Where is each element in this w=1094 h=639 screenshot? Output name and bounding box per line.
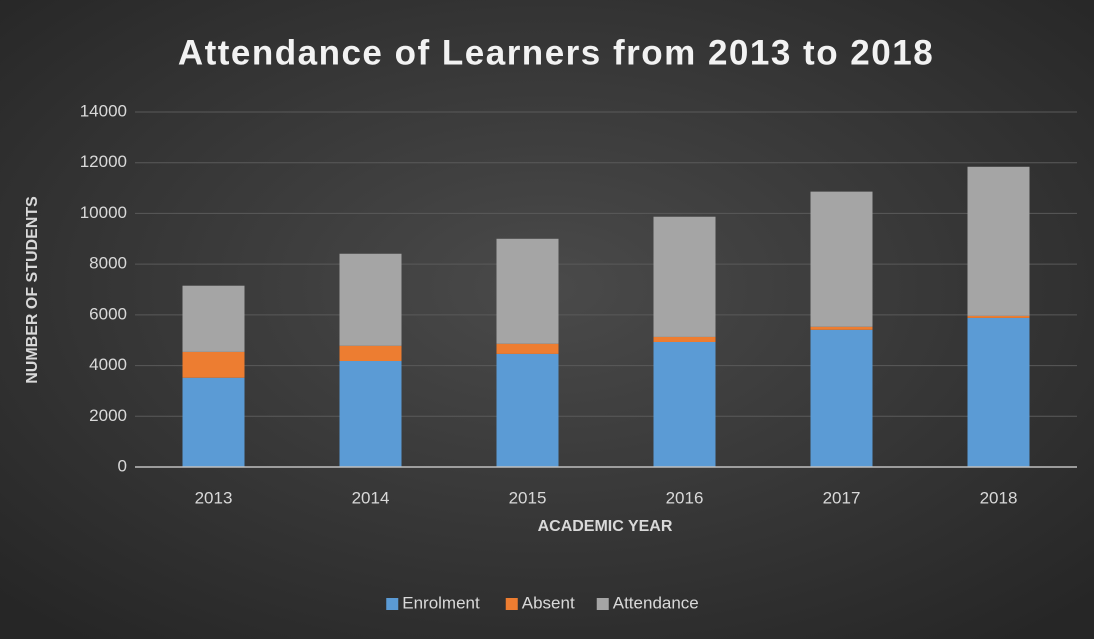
y-tick-label: 2000 <box>89 406 127 425</box>
y-tick-label: 6000 <box>89 304 127 323</box>
bar-segment <box>182 351 245 378</box>
x-tick-label: 2013 <box>195 488 233 507</box>
bar-segment <box>496 238 559 344</box>
bar-segment <box>810 191 873 327</box>
legend-swatch <box>505 598 518 610</box>
bar-segment <box>967 317 1030 467</box>
y-axis-title: NUMBER OF STUDENTS <box>24 196 41 384</box>
bar-segment <box>496 353 559 467</box>
y-tick-label: 8000 <box>89 254 127 273</box>
legend-label: Absent <box>522 593 575 612</box>
x-tick-label: 2016 <box>666 488 704 507</box>
bar-segment <box>182 377 245 467</box>
x-tick-label: 2017 <box>823 488 861 507</box>
bar-segment <box>182 285 245 352</box>
bar-segment <box>967 166 1030 316</box>
bar-segment <box>339 361 402 467</box>
bar-segment <box>810 326 873 330</box>
y-tick-label: 4000 <box>89 355 127 374</box>
legend-label: Attendance <box>613 593 699 612</box>
chart-title: Attendance of Learners from 2013 to 2018 <box>178 33 934 72</box>
y-tick-label: 10000 <box>80 203 127 222</box>
legend-swatch <box>386 598 399 610</box>
bar-segment <box>967 315 1030 318</box>
x-tick-label: 2018 <box>980 488 1018 507</box>
bar-segment <box>653 341 716 467</box>
legend-label: Enrolment <box>402 593 480 612</box>
bar-segment <box>339 345 402 362</box>
y-tick-label: 12000 <box>80 152 127 171</box>
x-tick-label: 2015 <box>509 488 547 507</box>
bar-segment <box>810 329 873 467</box>
x-axis-title: ACADEMIC YEAR <box>538 518 673 535</box>
bar-segment <box>339 253 402 346</box>
legend-swatch <box>596 598 609 610</box>
y-tick-label: 14000 <box>80 101 127 120</box>
bar-segment <box>496 343 559 354</box>
x-tick-label: 2014 <box>352 488 390 507</box>
bar-segment <box>653 216 716 337</box>
y-tick-label: 0 <box>118 456 127 475</box>
bar-segment <box>653 336 716 342</box>
